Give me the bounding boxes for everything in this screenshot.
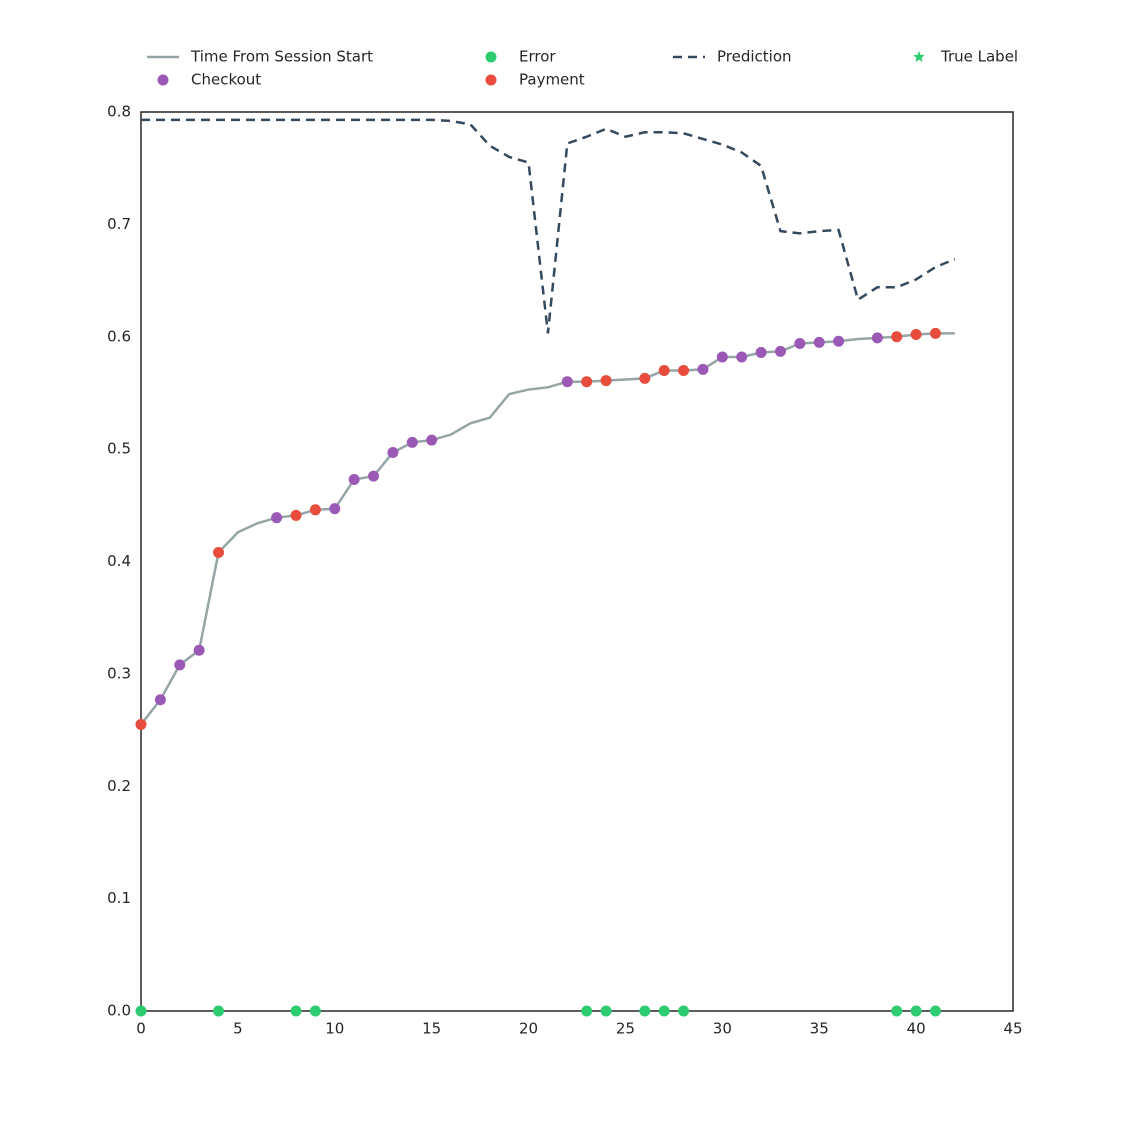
y-tick-label: 0.5 [107,440,131,458]
x-tick-label: 10 [325,1020,344,1038]
y-tick-label: 0.8 [107,103,131,121]
point [736,351,748,363]
x-tick-label: 25 [616,1020,635,1038]
y-tick-label: 0.1 [107,889,131,907]
y-tick-label: 0.3 [107,664,131,682]
point [678,364,690,376]
legend-label: Error [519,48,556,66]
legend-label: True Label [940,48,1018,66]
series-line [140,332,955,726]
point [813,336,825,348]
legend-swatch [157,74,169,86]
point [678,1005,690,1017]
x-tick-label: 0 [136,1020,146,1038]
x-tick-label: 20 [519,1020,538,1038]
x-tick-label: 45 [1003,1020,1022,1038]
point [600,375,612,387]
legend-swatch [485,51,497,63]
point [135,1005,147,1017]
point [910,329,922,341]
point [290,1005,302,1017]
prediction-line [141,118,956,334]
point [794,337,806,349]
point [309,504,321,516]
legend-label: Checkout [191,71,261,89]
point [329,503,341,515]
point [891,331,903,343]
point [213,547,225,559]
y-tick-label: 0.0 [107,1002,131,1020]
point [929,1005,941,1017]
point [387,446,399,458]
y-tick-label: 0.4 [107,552,131,570]
point [639,1005,651,1017]
point [716,351,728,363]
y-tick-label: 0.2 [107,777,131,795]
point [213,1005,225,1017]
y-tick-label: 0.6 [107,327,131,345]
legend-swatch [913,51,925,62]
point [193,644,205,656]
point [697,363,709,375]
point [309,1005,321,1017]
point [929,327,941,339]
x-tick-label: 40 [907,1020,926,1038]
point [290,509,302,521]
point [561,376,573,388]
legend-label: Payment [519,71,585,89]
point [426,434,438,446]
point [368,470,380,482]
x-tick-label: 35 [810,1020,829,1038]
point [910,1005,922,1017]
y-tick-label: 0.7 [107,215,131,233]
point [658,1005,670,1017]
point [658,364,670,376]
point [271,512,283,524]
legend-label: Time From Session Start [190,48,373,66]
point [174,659,186,671]
x-tick-label: 5 [233,1020,243,1038]
point [154,694,166,706]
point [871,332,883,344]
point [755,346,767,358]
point [581,376,593,388]
point [581,1005,593,1017]
point [639,372,651,384]
point [406,436,418,448]
point [891,1005,903,1017]
point [348,473,360,485]
legend-label: Prediction [717,48,792,66]
point [135,718,147,730]
plot-frame [140,111,1014,1012]
point [833,335,845,347]
legend-swatch [485,74,497,86]
x-tick-label: 30 [713,1020,732,1038]
point [774,345,786,357]
point [600,1005,612,1017]
x-tick-label: 15 [422,1020,441,1038]
